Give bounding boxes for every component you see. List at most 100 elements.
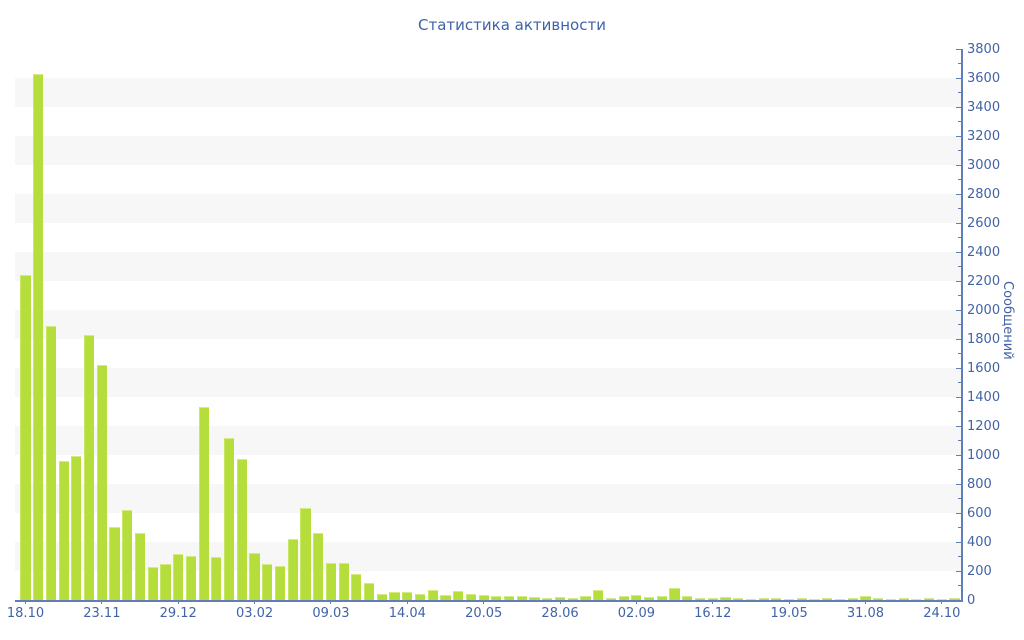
- y-tick-major: [956, 396, 961, 398]
- y-tick-minor: [958, 295, 961, 296]
- y-tick-minor: [958, 266, 961, 267]
- bar: [644, 597, 655, 600]
- bar: [529, 597, 540, 600]
- bar: [618, 596, 629, 600]
- bar: [198, 407, 209, 600]
- bar: [656, 596, 667, 600]
- y-tick-minor: [958, 150, 961, 151]
- bar: [134, 532, 146, 600]
- y-tick-minor: [958, 382, 961, 383]
- grid-band: [15, 194, 961, 223]
- bar: [236, 459, 247, 600]
- y-tick-minor: [958, 92, 961, 93]
- x-tick-label: 28.06: [541, 606, 579, 621]
- bar: [45, 325, 57, 600]
- x-tick: [788, 600, 790, 604]
- y-tick-major: [956, 164, 961, 166]
- x-tick: [864, 600, 866, 604]
- y-tick-major: [956, 193, 961, 195]
- grid-band: [15, 542, 961, 571]
- grid-band: [15, 426, 961, 455]
- y-tick-label: 2400: [967, 244, 1001, 260]
- bar: [631, 595, 642, 600]
- y-tick-label: 1000: [967, 447, 1001, 463]
- bar: [745, 598, 757, 600]
- x-tick-label: 02.09: [617, 606, 655, 621]
- y-tick-major: [956, 309, 961, 311]
- bar: [516, 596, 527, 600]
- y-tick-minor: [958, 121, 961, 122]
- grid-band: [15, 252, 961, 281]
- x-tick: [254, 600, 256, 604]
- y-tick-label: 1600: [967, 360, 1001, 376]
- bar: [707, 597, 718, 600]
- x-tick: [177, 600, 179, 604]
- bar: [20, 275, 31, 600]
- y-tick-major: [956, 541, 961, 543]
- bar: [389, 592, 400, 600]
- x-tick: [406, 600, 408, 604]
- bar: [440, 594, 451, 600]
- x-tick: [712, 600, 714, 604]
- x-tick-label: 29.12: [159, 606, 197, 621]
- bar: [84, 334, 95, 600]
- bar: [33, 73, 44, 600]
- y-tick-label: 3800: [967, 41, 1001, 57]
- bar: [414, 594, 426, 600]
- bar: [554, 597, 566, 600]
- grid-band: [15, 310, 961, 339]
- bar: [453, 591, 464, 600]
- y-tick-label: 1200: [967, 418, 1001, 434]
- grid-band: [15, 484, 961, 513]
- y-tick-major: [956, 599, 961, 601]
- bar: [287, 539, 298, 600]
- bar: [249, 552, 260, 600]
- y-tick-minor: [958, 237, 961, 238]
- y-tick-major: [956, 222, 961, 224]
- x-tick-label: 23.11: [83, 606, 121, 621]
- bar: [911, 598, 922, 600]
- y-tick-major: [956, 338, 961, 340]
- x-tick-label: 18.10: [6, 606, 45, 621]
- x-tick-label: 24.10: [923, 606, 961, 621]
- y-tick-major: [956, 280, 961, 282]
- bar: [720, 597, 731, 600]
- x-tick: [941, 600, 943, 604]
- bar: [758, 597, 769, 600]
- y-tick-label: 200: [967, 563, 992, 579]
- y-tick-minor: [958, 440, 961, 441]
- y-tick-minor: [958, 411, 961, 412]
- bar: [784, 598, 795, 600]
- bar: [402, 592, 413, 600]
- bar: [147, 566, 158, 600]
- y-tick-major: [956, 48, 961, 50]
- y-tick-major: [956, 77, 961, 79]
- bar: [885, 598, 897, 600]
- y-tick-minor: [958, 556, 961, 557]
- bar: [262, 564, 273, 600]
- y-tick-label: 2000: [967, 302, 1001, 318]
- y-tick-label: 3600: [967, 70, 1001, 86]
- bar: [847, 597, 858, 600]
- y-tick-major: [956, 106, 961, 108]
- bar: [376, 594, 387, 600]
- chart-title: Статистика активности: [418, 16, 606, 34]
- y-tick-label: 2800: [967, 186, 1001, 202]
- x-tick: [330, 600, 332, 604]
- x-tick-label: 03.02: [235, 606, 274, 621]
- bar: [211, 556, 222, 600]
- bar: [949, 597, 960, 600]
- bar: [733, 597, 744, 600]
- bar: [898, 597, 909, 600]
- x-tick-label: 19.05: [770, 606, 808, 621]
- y-tick-label: 3200: [967, 128, 1001, 144]
- bar: [834, 598, 846, 600]
- bar: [504, 596, 515, 600]
- bar: [465, 594, 477, 600]
- bar: [313, 533, 324, 600]
- bar: [160, 563, 171, 600]
- y-tick-minor: [958, 527, 961, 528]
- x-tick: [635, 600, 637, 604]
- y-tick-major: [956, 425, 961, 427]
